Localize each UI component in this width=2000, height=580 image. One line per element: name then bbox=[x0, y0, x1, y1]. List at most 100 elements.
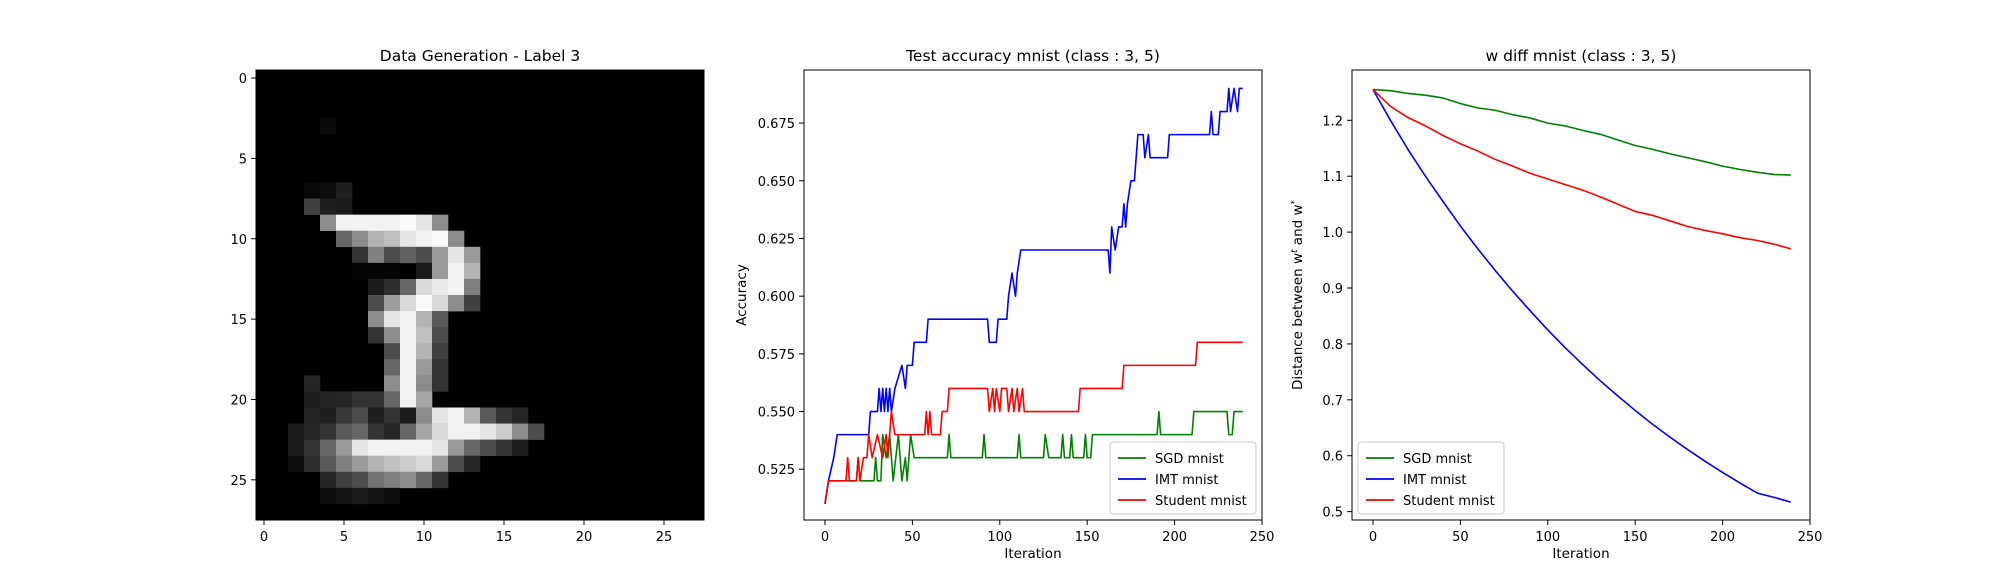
image-pixel bbox=[400, 375, 417, 392]
image-pixel bbox=[448, 295, 465, 312]
image-pixel bbox=[336, 423, 353, 440]
x-axis-label: Iteration bbox=[1552, 546, 1609, 562]
image-pixel bbox=[368, 455, 385, 473]
image-pixel bbox=[336, 198, 353, 215]
image-pixel bbox=[368, 487, 385, 505]
image-pixel bbox=[336, 230, 353, 248]
legend-entry: SGD mnist bbox=[1155, 452, 1224, 467]
image-pixel bbox=[528, 423, 545, 440]
legend-entry: IMT mnist bbox=[1403, 473, 1467, 488]
chart-title: Test accuracy mnist (class : 3, 5) bbox=[905, 47, 1160, 65]
image-pixel bbox=[384, 423, 401, 440]
image-pixel bbox=[352, 407, 369, 424]
image-pixel bbox=[384, 278, 401, 296]
image-pixel bbox=[432, 295, 449, 312]
image-pixel bbox=[384, 359, 401, 376]
image-pixel bbox=[464, 295, 481, 312]
image-pixel bbox=[320, 439, 337, 457]
y-tick-label: 0.525 bbox=[758, 463, 795, 478]
ylabel-and: and w bbox=[1290, 204, 1306, 249]
y-tick-label: 0.625 bbox=[758, 232, 795, 247]
image-pixel bbox=[432, 359, 449, 376]
y-tick-label: 0.650 bbox=[758, 175, 795, 190]
image-pixel bbox=[368, 230, 385, 248]
image-pixel bbox=[432, 407, 449, 424]
superscript-star: * bbox=[1290, 199, 1300, 204]
image-pixel bbox=[496, 423, 513, 440]
image-pixel bbox=[384, 327, 401, 344]
series-line-imt-mnist bbox=[1372, 89, 1791, 503]
image-pixel bbox=[400, 423, 417, 440]
series-line-sgd-mnist bbox=[824, 410, 1243, 504]
chart-title: Data Generation - Label 3 bbox=[380, 47, 580, 65]
image-pixel bbox=[304, 407, 321, 424]
image-pixel bbox=[416, 343, 433, 360]
y-tick-label: 0.550 bbox=[758, 406, 795, 421]
image-pixel bbox=[448, 230, 465, 248]
image-pixel bbox=[368, 278, 385, 296]
image-pixel bbox=[448, 423, 465, 440]
image-pixel bbox=[400, 278, 417, 296]
x-tick-label: 0 bbox=[821, 530, 829, 545]
y-tick-label: 0.9 bbox=[1322, 282, 1343, 297]
y-tick-label: 0.8 bbox=[1322, 338, 1343, 353]
image-pixel bbox=[304, 439, 321, 457]
image-pixel bbox=[368, 262, 385, 280]
x-tick-label: 100 bbox=[1535, 530, 1560, 545]
x-tick-label: 50 bbox=[1452, 530, 1469, 545]
image-pixel bbox=[368, 327, 385, 344]
image-pixel bbox=[416, 214, 433, 232]
image-pixel bbox=[464, 262, 481, 280]
accuracy-panel: 0 50 100 150 200 250 0.525 0.550 0.575 0.600 0.625… bbox=[734, 47, 1274, 562]
image-pixel bbox=[336, 487, 353, 505]
image-pixel bbox=[320, 471, 337, 489]
image-pixel bbox=[384, 343, 401, 360]
legend-entry: SGD mnist bbox=[1403, 452, 1472, 467]
x-tick-label: 150 bbox=[1623, 530, 1648, 545]
image-pixel bbox=[384, 471, 401, 489]
axes-frame bbox=[803, 69, 1263, 521]
x-tick-label: 250 bbox=[1798, 530, 1823, 545]
image-pixel bbox=[352, 262, 369, 280]
image-pixel bbox=[432, 439, 449, 457]
image-pixel bbox=[448, 407, 465, 424]
x-tick-label: 50 bbox=[904, 530, 921, 545]
superscript-t: t bbox=[1290, 249, 1300, 253]
image-pixel bbox=[464, 407, 481, 424]
image-pixel bbox=[352, 487, 369, 505]
image-pixel bbox=[336, 471, 353, 489]
image-pixel bbox=[288, 455, 305, 473]
legend-entry: Student mnist bbox=[1155, 494, 1247, 509]
series-line-student-mnist bbox=[1372, 88, 1791, 250]
image-pixel bbox=[416, 327, 433, 344]
image-pixel bbox=[352, 230, 369, 248]
x-tick-label: 0 bbox=[260, 530, 268, 545]
x-tick-label: 10 bbox=[416, 530, 433, 545]
image-pixel bbox=[416, 471, 433, 489]
image-pixel bbox=[368, 246, 385, 264]
series-line-sgd-mnist bbox=[1372, 88, 1791, 176]
image-pixel bbox=[432, 230, 449, 248]
image-pixel bbox=[496, 439, 513, 457]
image-pixel bbox=[368, 311, 385, 328]
image-pixel bbox=[368, 423, 385, 440]
image-pixel bbox=[384, 311, 401, 328]
image-pixel bbox=[416, 311, 433, 328]
y-tick-label: 0.6 bbox=[1322, 450, 1343, 465]
x-axis-label: Iteration bbox=[1004, 546, 1061, 562]
legend-entry: Student mnist bbox=[1403, 494, 1495, 509]
image-pixel bbox=[448, 278, 465, 296]
image-pixel bbox=[416, 278, 433, 296]
image-pixel bbox=[432, 343, 449, 360]
x-tick-label: 250 bbox=[1250, 530, 1275, 545]
image-pixel bbox=[416, 262, 433, 280]
y-tick-label: 15 bbox=[230, 313, 247, 328]
image-pixel bbox=[320, 214, 337, 232]
image-pixel bbox=[304, 375, 321, 392]
image-pixel bbox=[320, 198, 337, 215]
image-pixel bbox=[400, 407, 417, 424]
image-pixel bbox=[512, 407, 529, 424]
image-pixel bbox=[400, 311, 417, 328]
image-pixel bbox=[432, 311, 449, 328]
image-pixel bbox=[352, 471, 369, 489]
